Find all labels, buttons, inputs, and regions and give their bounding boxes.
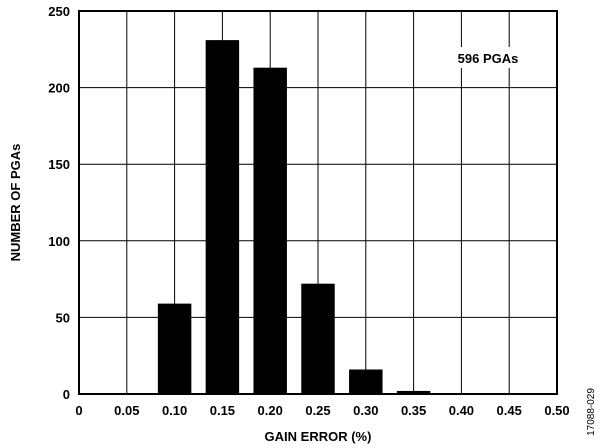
x-tick-label: 0.35 (401, 403, 426, 418)
histogram-bar (253, 67, 287, 395)
annotation-background (446, 47, 530, 68)
histogram-bar (301, 283, 335, 394)
x-tick-label: 0.15 (210, 403, 235, 418)
plot-frame (78, 10, 558, 395)
x-tick-label: 0 (75, 403, 82, 418)
y-tick-label: 150 (48, 157, 70, 172)
x-tick-label: 0.20 (258, 403, 283, 418)
x-tick-label: 0.30 (353, 403, 378, 418)
histogram-bar (205, 40, 240, 394)
figure-code-label: 17088-029 (586, 388, 597, 436)
y-tick-label: 200 (48, 81, 70, 96)
x-tick-label: 0.45 (497, 403, 522, 418)
x-axis-ticks: 0 0.05 0.10 0.15 0.20 0.25 0.30 0.35 0.40 0.45 0.5… (75, 403, 569, 418)
x-tick-label: 0.10 (162, 403, 187, 418)
histogram-bar (349, 369, 383, 394)
y-tick-label: 250 (48, 4, 70, 19)
histogram-bar (157, 303, 192, 394)
histogram-bar (396, 390, 431, 394)
sample-count-annotation: 596 PGAs (458, 51, 519, 66)
x-tick-label: 0.50 (544, 403, 569, 418)
x-tick-label: 0.25 (305, 403, 330, 418)
y-tick-label: 50 (56, 310, 70, 325)
y-tick-label: 100 (48, 234, 70, 249)
y-axis-ticks: 0 50 100 150 200 250 (48, 4, 70, 402)
x-tick-label: 0.40 (449, 403, 474, 418)
y-tick-label: 0 (63, 387, 70, 402)
y-axis-title: NUMBER OF PGAs (8, 144, 23, 262)
x-axis-title: GAIN ERROR (%) (265, 429, 372, 444)
x-tick-label: 0.05 (114, 403, 139, 418)
histogram-bars (157, 40, 431, 395)
